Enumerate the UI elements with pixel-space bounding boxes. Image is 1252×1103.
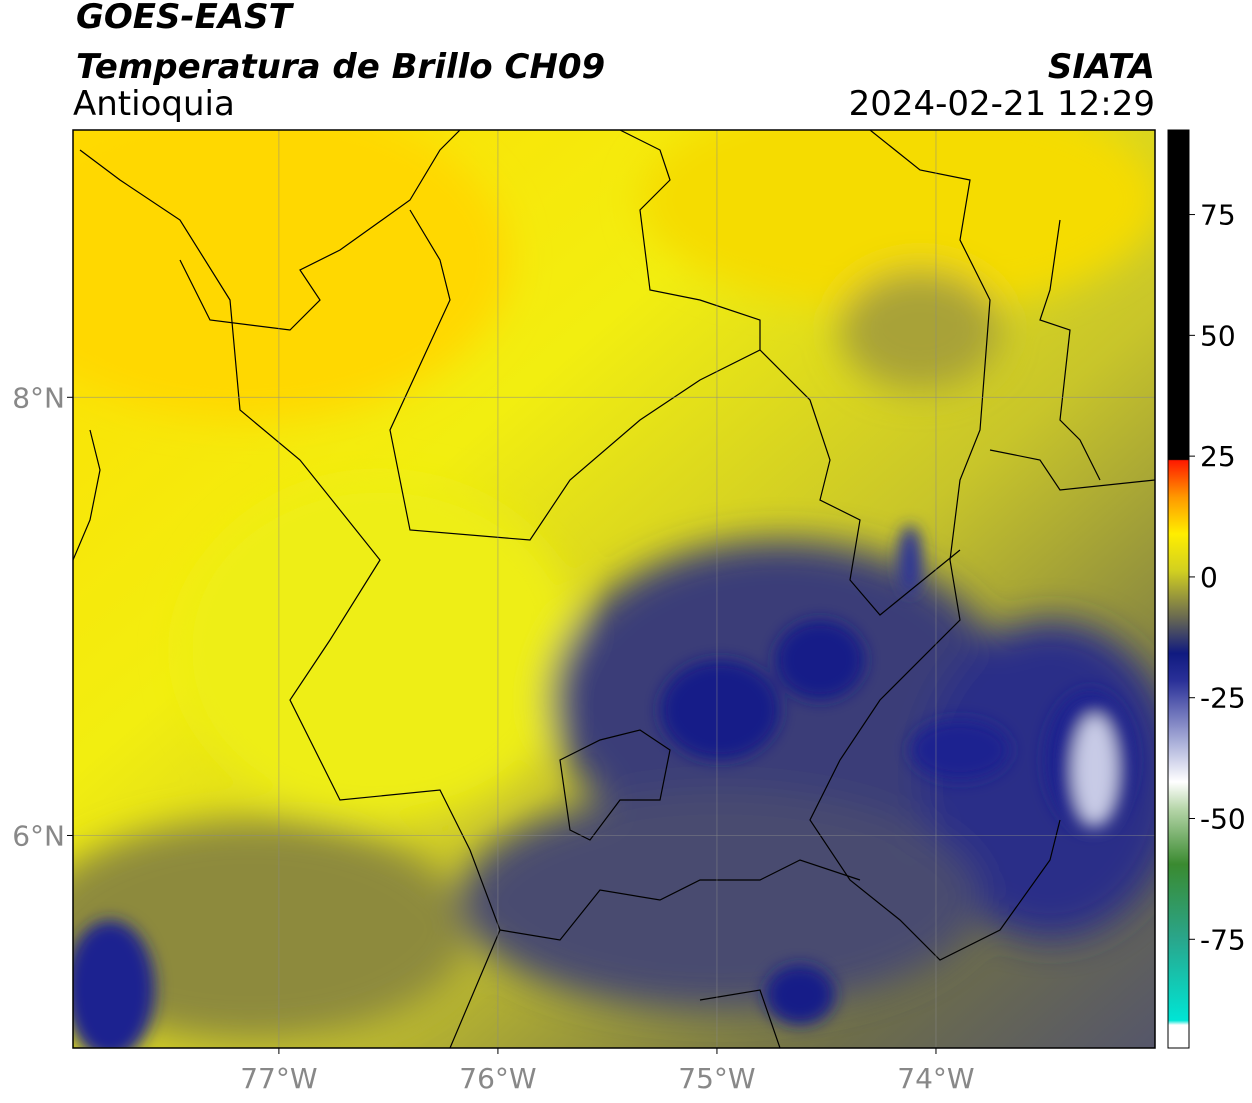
colorbar-tick-label: -75 [1200,923,1246,956]
source: SIATA [1048,47,1155,87]
colorbar-tick-label: 25 [1200,440,1236,473]
colorbar-tick-label: -50 [1200,803,1246,836]
lon-tick-label: 74°W [897,1062,974,1095]
datetime: 2024-02-21 12:29 [849,84,1155,124]
region: Antioquia [73,84,235,124]
colorbar-tick-label: -25 [1200,682,1246,715]
colorbar-tick-label: 50 [1200,319,1236,352]
map-frame [72,129,1156,1049]
lon-tick-label: 76°W [459,1062,536,1095]
satellite-image [73,130,1155,1048]
colorbar-tick-label: 75 [1200,199,1236,232]
lat-tick-label: 8°N [12,381,65,414]
colorbar-tick-label: 0 [1200,561,1218,594]
lat-tick-label: 6°N [12,819,65,852]
lon-tick-label: 75°W [678,1062,755,1095]
subtitle: Temperatura de Brillo CH09 [76,47,605,87]
lon-tick-label: 77°W [240,1062,317,1095]
colorbar [1167,129,1190,1049]
title: GOES-EAST [76,0,295,37]
